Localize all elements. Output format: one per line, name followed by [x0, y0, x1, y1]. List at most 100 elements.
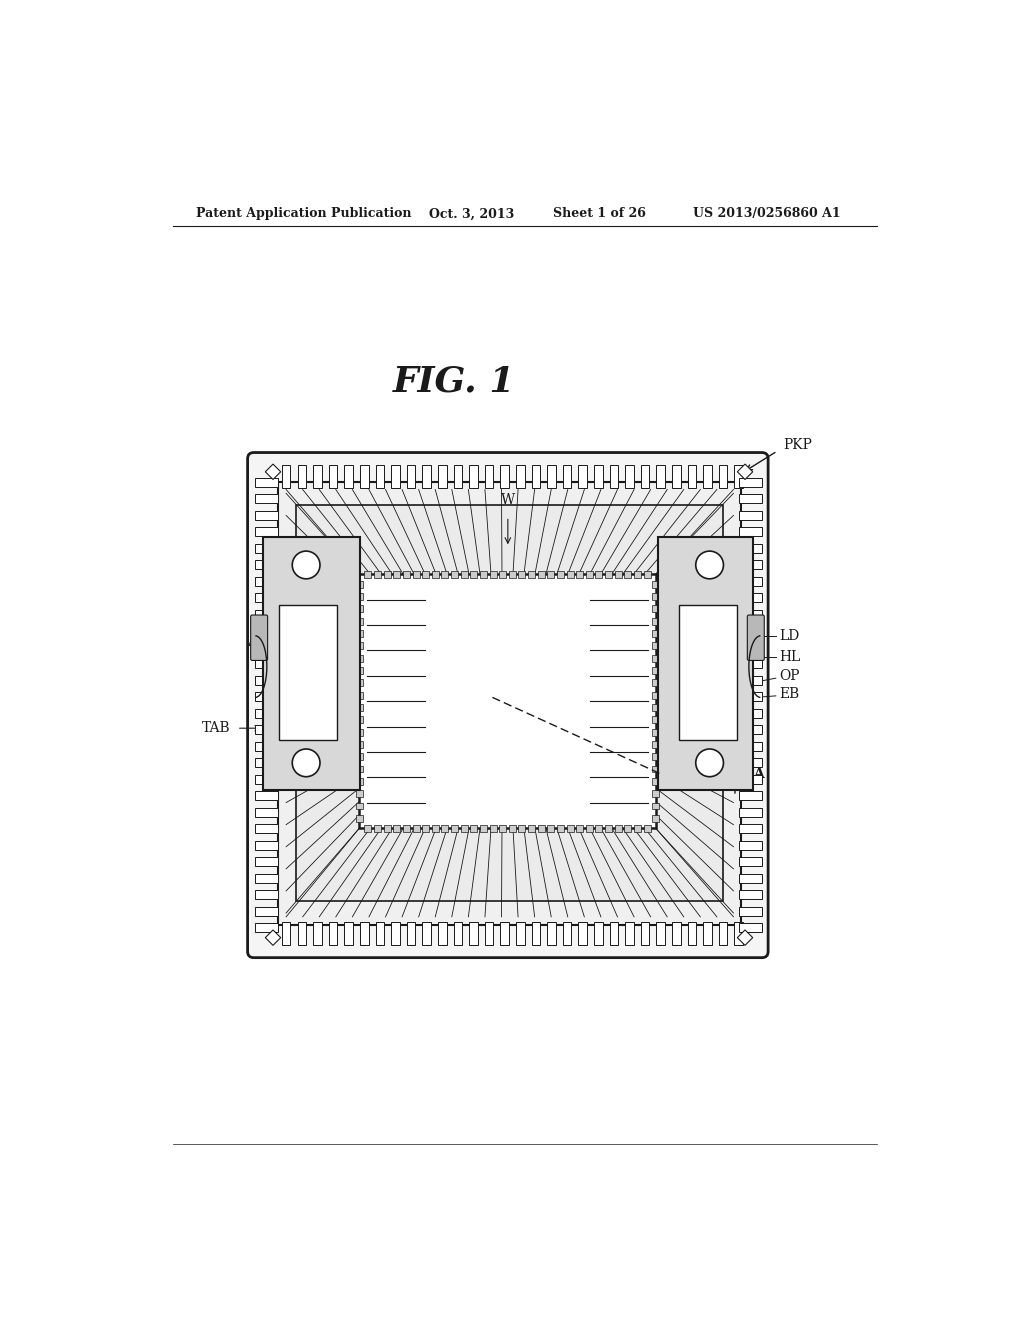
Bar — [255, 758, 279, 767]
Bar — [355, 717, 362, 723]
Bar — [688, 465, 696, 488]
Bar — [652, 643, 659, 649]
FancyBboxPatch shape — [248, 453, 768, 958]
Bar — [355, 777, 362, 785]
Bar — [282, 923, 291, 945]
Bar — [470, 570, 477, 578]
Bar — [355, 606, 362, 612]
Bar — [563, 923, 571, 945]
Bar — [688, 923, 696, 945]
Bar — [469, 923, 478, 945]
Bar — [360, 465, 369, 488]
Bar — [403, 570, 410, 578]
Bar — [652, 667, 659, 675]
Bar — [255, 478, 279, 487]
Bar — [255, 676, 279, 685]
Bar — [538, 570, 545, 578]
Bar — [652, 581, 659, 587]
Bar — [577, 825, 583, 832]
Bar — [739, 626, 762, 635]
Bar — [255, 808, 279, 817]
Text: CHP: CHP — [506, 678, 541, 693]
Bar — [499, 825, 506, 832]
Bar — [652, 606, 659, 612]
Bar — [547, 923, 556, 945]
Bar — [652, 803, 659, 809]
Text: Oct. 3, 2013: Oct. 3, 2013 — [429, 207, 515, 220]
Bar — [470, 825, 477, 832]
Bar — [355, 667, 362, 675]
Bar — [255, 560, 279, 569]
Bar — [374, 570, 381, 578]
Bar — [652, 814, 659, 822]
Bar — [461, 570, 468, 578]
Bar — [518, 825, 525, 832]
Bar — [263, 537, 360, 789]
Bar — [255, 626, 279, 635]
Bar — [298, 923, 306, 945]
Bar — [605, 570, 612, 578]
Text: A: A — [753, 767, 764, 781]
Bar — [413, 570, 420, 578]
Bar — [626, 465, 634, 488]
Bar — [679, 605, 736, 739]
Bar — [355, 729, 362, 735]
Bar — [489, 570, 497, 578]
Bar — [480, 570, 486, 578]
Bar — [652, 754, 659, 760]
Bar — [739, 824, 762, 833]
Bar — [298, 465, 306, 488]
Bar — [739, 874, 762, 883]
Bar — [255, 890, 279, 899]
Bar — [313, 465, 322, 488]
Bar — [634, 570, 641, 578]
Bar — [452, 825, 458, 832]
Bar — [641, 465, 649, 488]
Bar — [355, 814, 362, 822]
Bar — [739, 808, 762, 817]
Bar — [255, 494, 279, 503]
Bar — [579, 465, 587, 488]
Bar — [734, 465, 743, 488]
Bar — [355, 680, 362, 686]
Bar — [393, 825, 400, 832]
Bar — [566, 825, 573, 832]
Bar — [538, 825, 545, 832]
Text: LD: LD — [779, 628, 799, 643]
Bar — [355, 741, 362, 748]
Bar — [643, 570, 650, 578]
Bar — [557, 825, 564, 832]
Bar — [484, 923, 494, 945]
Bar — [509, 570, 516, 578]
Text: A: A — [247, 635, 258, 649]
Bar — [438, 465, 446, 488]
Bar — [739, 692, 762, 701]
Bar — [652, 680, 659, 686]
Bar — [255, 511, 279, 520]
Bar — [454, 923, 462, 945]
Bar — [255, 824, 279, 833]
Bar — [739, 725, 762, 734]
Polygon shape — [265, 465, 281, 479]
Bar — [652, 618, 659, 624]
Circle shape — [292, 552, 319, 578]
Bar — [531, 465, 541, 488]
Bar — [547, 465, 556, 488]
Bar — [255, 775, 279, 784]
Bar — [391, 465, 399, 488]
Bar — [652, 717, 659, 723]
Bar — [557, 570, 564, 578]
Bar — [531, 923, 541, 945]
Bar — [739, 857, 762, 866]
Bar — [516, 465, 524, 488]
Bar — [739, 478, 762, 487]
Bar — [422, 465, 431, 488]
Bar — [255, 659, 279, 668]
Bar — [422, 570, 429, 578]
Bar — [355, 593, 362, 601]
Bar — [391, 923, 399, 945]
Bar — [658, 537, 753, 789]
Bar — [739, 577, 762, 586]
Bar — [329, 465, 337, 488]
Bar — [719, 923, 727, 945]
